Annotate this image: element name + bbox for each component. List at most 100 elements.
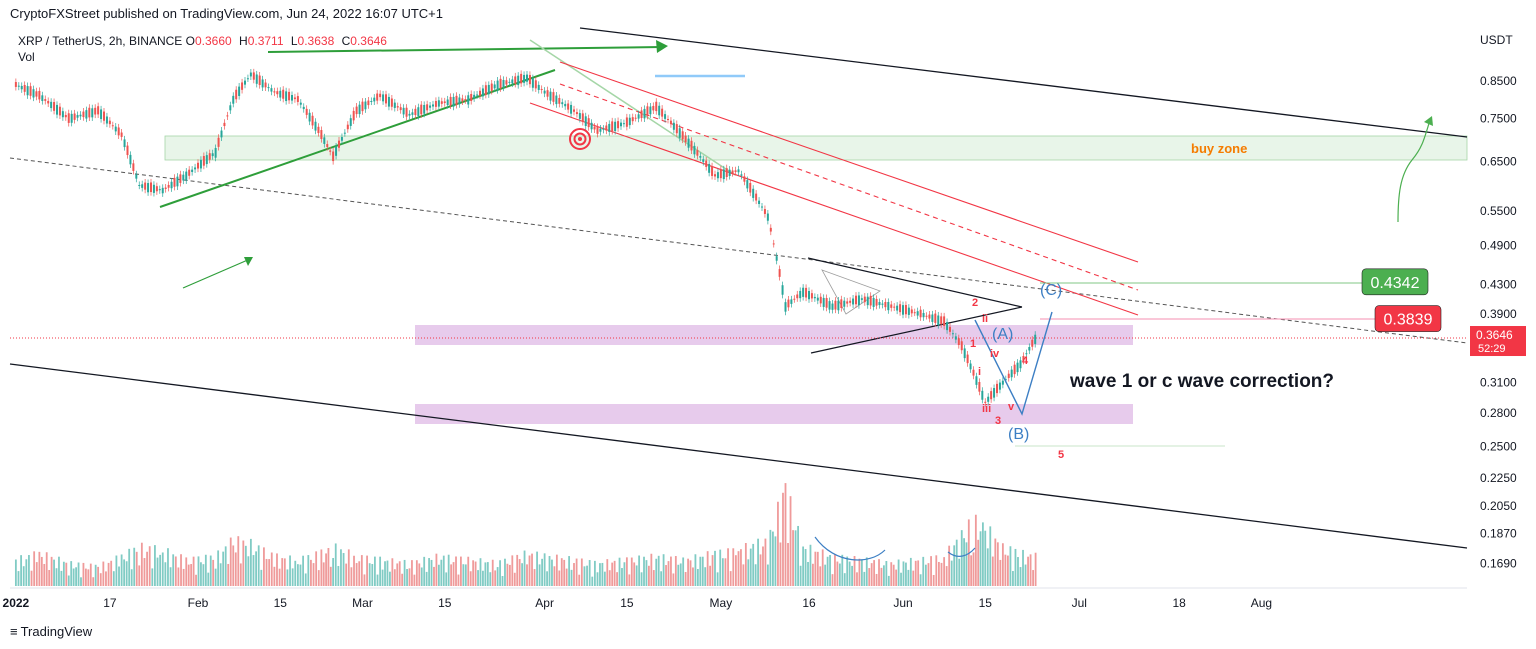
- candle-body: [173, 177, 176, 187]
- candle-body: [849, 300, 852, 303]
- y-tick-10: 0.2500: [1480, 440, 1517, 454]
- volume-bar: [222, 551, 225, 586]
- candle-body: [802, 287, 805, 297]
- volume-bar: [110, 560, 113, 586]
- volume-bar: [892, 564, 895, 586]
- volume-bar: [289, 555, 291, 586]
- volume-bar: [689, 560, 692, 586]
- volume-bar: [1019, 567, 1022, 586]
- candle-body: [960, 341, 963, 351]
- volume-bar: [450, 564, 453, 586]
- candle-body: [329, 150, 332, 152]
- candle-body: [752, 188, 755, 198]
- candle-body: [396, 106, 399, 108]
- volume-bar: [902, 561, 905, 586]
- volume-bar: [596, 572, 599, 586]
- volume-bar: [848, 561, 851, 586]
- candle-body: [711, 166, 714, 176]
- volume-bar: [464, 564, 467, 586]
- candle-body: [176, 176, 179, 187]
- symbol-legend[interactable]: XRP / TetherUS, 2h, BINANCE O0.3660 H0.3…: [18, 34, 391, 48]
- y-tick-6: 0.3900: [1480, 307, 1517, 321]
- candle-body: [346, 124, 349, 130]
- volume-bar: [278, 568, 281, 586]
- candle-body: [170, 181, 173, 189]
- candle-body: [731, 170, 734, 173]
- volume-bar: [77, 562, 80, 586]
- volume-bar: [374, 556, 376, 586]
- open-label: O: [185, 34, 195, 48]
- volume-bar: [398, 561, 401, 586]
- volume-bar: [396, 563, 399, 586]
- volume-bar: [115, 555, 118, 586]
- volume-bar: [531, 553, 533, 586]
- candle-body: [608, 123, 611, 133]
- candle-body: [593, 126, 596, 130]
- volume-bar: [1034, 552, 1037, 586]
- candle-body: [26, 86, 29, 96]
- candle-body: [1007, 373, 1010, 379]
- candle-body: [896, 305, 899, 311]
- volume-bar: [897, 559, 900, 586]
- triangle-lower: [810, 306, 1023, 354]
- candle-body: [743, 176, 746, 182]
- candle-body: [987, 396, 990, 402]
- volume-bar: [747, 559, 750, 586]
- candle-body: [534, 80, 537, 89]
- wave-label-i: i: [978, 366, 981, 378]
- candle-body: [117, 127, 120, 136]
- candle-body: [922, 312, 925, 318]
- candle-body: [881, 303, 884, 305]
- candle-body: [97, 106, 100, 115]
- candle-body: [984, 401, 987, 403]
- candle-body: [335, 146, 338, 156]
- candle-body: [288, 91, 291, 101]
- volume-bar: [816, 551, 819, 586]
- volume-bar: [350, 567, 353, 586]
- bar-countdown: 52:29: [1478, 343, 1506, 355]
- volume-bar: [496, 567, 499, 586]
- volume-bar: [291, 568, 294, 586]
- candle-body: [808, 290, 810, 300]
- candle-body: [385, 94, 387, 104]
- red-channel-upper: [559, 61, 1139, 263]
- candle-body: [775, 256, 778, 261]
- volume-bar: [970, 555, 973, 586]
- volume-bar: [143, 558, 146, 586]
- volume-bar: [843, 573, 846, 586]
- candle-body: [449, 96, 452, 106]
- candle-body: [502, 79, 505, 88]
- volume-bar: [460, 556, 462, 586]
- volume-bar: [789, 496, 792, 586]
- volume-bar: [187, 564, 190, 586]
- volume-bar: [504, 558, 506, 586]
- volume-bar: [769, 529, 772, 586]
- volume-bar: [938, 561, 940, 586]
- candle-body: [846, 301, 849, 304]
- volume-bar: [727, 548, 729, 586]
- candle-body: [620, 122, 622, 127]
- volume-bar: [568, 556, 571, 586]
- volume-legend[interactable]: Vol: [18, 50, 35, 64]
- volume-bar: [662, 554, 665, 586]
- volume-bar: [812, 563, 814, 586]
- axis-currency: USDT: [1480, 33, 1513, 47]
- candle-body: [399, 107, 402, 111]
- date-axis[interactable]: 2022 17 Feb 15 Mar 15 Apr 15 May 16 Jun 15 Jul 18 Aug: [3, 596, 1273, 610]
- volume-bar: [927, 563, 930, 586]
- candle-body: [728, 169, 731, 176]
- volume-bar: [159, 554, 162, 586]
- volume-curve-annotation: [814, 536, 886, 561]
- x-tick-3: 15: [274, 596, 288, 610]
- volume-bar: [909, 557, 912, 586]
- candle-body: [364, 101, 367, 110]
- price-axis[interactable]: 0.8500 0.7500 0.6500 0.5500 0.4900 0.4300 0.39…: [1480, 74, 1517, 570]
- candle-body: [855, 295, 857, 305]
- volume-bar: [706, 551, 709, 586]
- candle-body: [622, 123, 625, 125]
- volume-bar: [406, 569, 408, 586]
- candle-body: [878, 302, 881, 306]
- volume-bar: [67, 575, 70, 586]
- volume-bar: [682, 557, 685, 586]
